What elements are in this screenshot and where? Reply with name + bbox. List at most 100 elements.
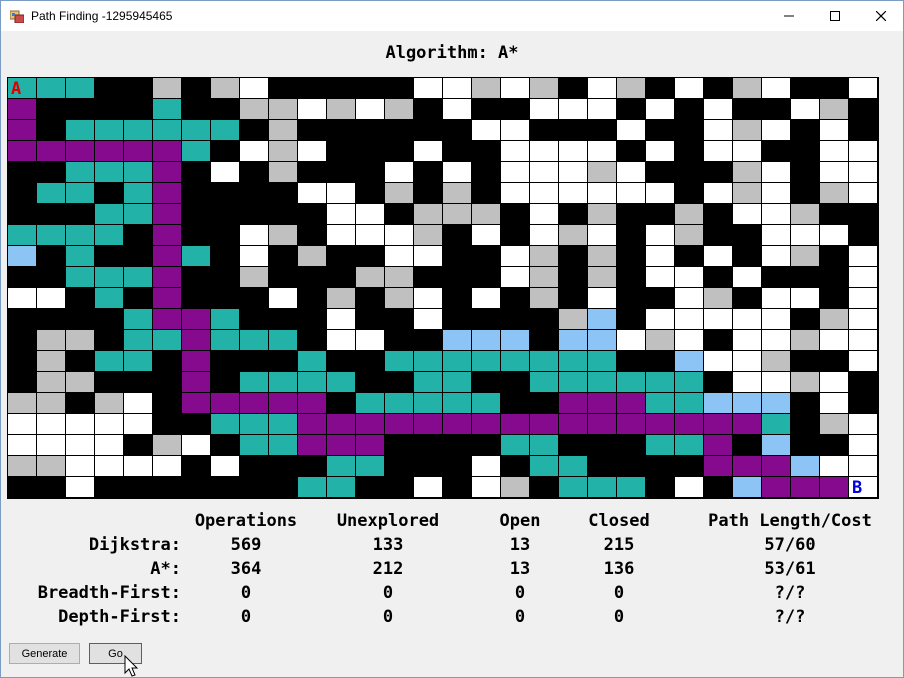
grid-cell[interactable] [703, 371, 733, 393]
grid-cell[interactable] [384, 329, 414, 351]
grid-cell[interactable] [674, 308, 704, 330]
grid-cell[interactable] [384, 266, 414, 288]
grid-cell[interactable] [500, 161, 530, 183]
grid-cell[interactable] [587, 98, 617, 120]
grid-cell[interactable] [558, 350, 588, 372]
grid-cell[interactable] [819, 287, 849, 309]
grid-cell[interactable] [558, 224, 588, 246]
grid-cell[interactable] [761, 371, 791, 393]
grid-cell[interactable] [326, 392, 356, 414]
grid-cell[interactable] [210, 308, 240, 330]
grid-cell[interactable] [442, 476, 472, 498]
grid-cell[interactable] [674, 413, 704, 435]
grid-cell[interactable] [297, 371, 327, 393]
grid-cell[interactable] [413, 266, 443, 288]
grid-cell[interactable] [268, 287, 298, 309]
grid-cell[interactable] [355, 224, 385, 246]
grid-cell[interactable] [94, 371, 124, 393]
grid-cell[interactable] [413, 371, 443, 393]
grid-cell[interactable] [471, 77, 501, 99]
grid-cell[interactable] [761, 98, 791, 120]
grid-cell[interactable] [558, 203, 588, 225]
grid-cell[interactable] [268, 140, 298, 162]
grid-cell[interactable] [587, 245, 617, 267]
grid-cell[interactable] [7, 455, 37, 477]
grid-cell[interactable] [819, 455, 849, 477]
grid-cell[interactable] [529, 119, 559, 141]
grid-cell[interactable] [848, 98, 878, 120]
grid-cell[interactable] [268, 182, 298, 204]
grid-cell[interactable] [848, 203, 878, 225]
grid-cell[interactable] [152, 182, 182, 204]
grid-cell[interactable] [152, 161, 182, 183]
grid-cell[interactable] [703, 455, 733, 477]
grid-cell[interactable] [7, 140, 37, 162]
grid-cell[interactable] [500, 140, 530, 162]
grid-cell[interactable] [384, 224, 414, 246]
grid-cell[interactable] [848, 413, 878, 435]
grid-cell[interactable] [732, 266, 762, 288]
grid-cell[interactable] [384, 392, 414, 414]
grid-cell[interactable] [500, 287, 530, 309]
grid-cell[interactable] [471, 350, 501, 372]
grid-cell[interactable] [413, 392, 443, 414]
grid-cell[interactable] [616, 266, 646, 288]
grid-cell[interactable] [761, 203, 791, 225]
grid-cell[interactable] [645, 266, 675, 288]
grid-cell[interactable] [239, 245, 269, 267]
grid-cell[interactable] [616, 455, 646, 477]
grid-cell[interactable] [703, 392, 733, 414]
grid-cell[interactable] [94, 119, 124, 141]
grid-cell[interactable] [732, 350, 762, 372]
grid-cell[interactable] [645, 203, 675, 225]
grid-cell[interactable] [848, 161, 878, 183]
grid-cell[interactable] [152, 245, 182, 267]
grid-cell[interactable] [326, 203, 356, 225]
grid-cell[interactable] [732, 224, 762, 246]
grid-cell[interactable] [616, 371, 646, 393]
grid-cell[interactable] [384, 161, 414, 183]
grid-cell[interactable] [36, 287, 66, 309]
grid-cell[interactable] [355, 413, 385, 435]
grid-cell[interactable] [210, 203, 240, 225]
grid-cell[interactable] [732, 245, 762, 267]
grid-cell[interactable] [790, 119, 820, 141]
grid-cell[interactable] [674, 98, 704, 120]
grid-cell[interactable] [790, 455, 820, 477]
grid-cell[interactable] [268, 392, 298, 414]
grid-cell[interactable] [790, 182, 820, 204]
grid-cell[interactable] [123, 371, 153, 393]
app-icon[interactable] [9, 9, 25, 24]
grid-cell[interactable] [761, 308, 791, 330]
grid-cell[interactable] [123, 287, 153, 309]
grid-cell[interactable] [355, 119, 385, 141]
grid-cell[interactable] [413, 224, 443, 246]
grid-cell[interactable] [7, 350, 37, 372]
grid-cell[interactable] [790, 266, 820, 288]
grid-cell[interactable] [645, 245, 675, 267]
grid-cell[interactable] [471, 266, 501, 288]
grid-cell[interactable] [558, 98, 588, 120]
grid-cell[interactable] [65, 392, 95, 414]
grid-cell[interactable] [123, 140, 153, 162]
grid-cell[interactable] [239, 98, 269, 120]
grid-cell[interactable] [268, 455, 298, 477]
grid-cell[interactable] [790, 476, 820, 498]
grid-cell[interactable] [819, 98, 849, 120]
grid-cell[interactable] [848, 245, 878, 267]
grid-cell[interactable] [36, 350, 66, 372]
grid-cell[interactable] [732, 371, 762, 393]
grid-cell[interactable] [471, 245, 501, 267]
grid-cell[interactable] [152, 476, 182, 498]
grid-cell[interactable] [123, 224, 153, 246]
grid-cell[interactable] [384, 182, 414, 204]
grid-cell[interactable] [616, 77, 646, 99]
grid-cell[interactable] [239, 413, 269, 435]
grid-cell[interactable] [413, 182, 443, 204]
grid-cell[interactable] [790, 350, 820, 372]
grid-cell[interactable] [732, 329, 762, 351]
grid-cell[interactable] [7, 476, 37, 498]
grid-cell[interactable] [848, 182, 878, 204]
grid-cell[interactable] [819, 350, 849, 372]
title-bar[interactable]: Path Finding -1295945465 [1, 1, 903, 31]
